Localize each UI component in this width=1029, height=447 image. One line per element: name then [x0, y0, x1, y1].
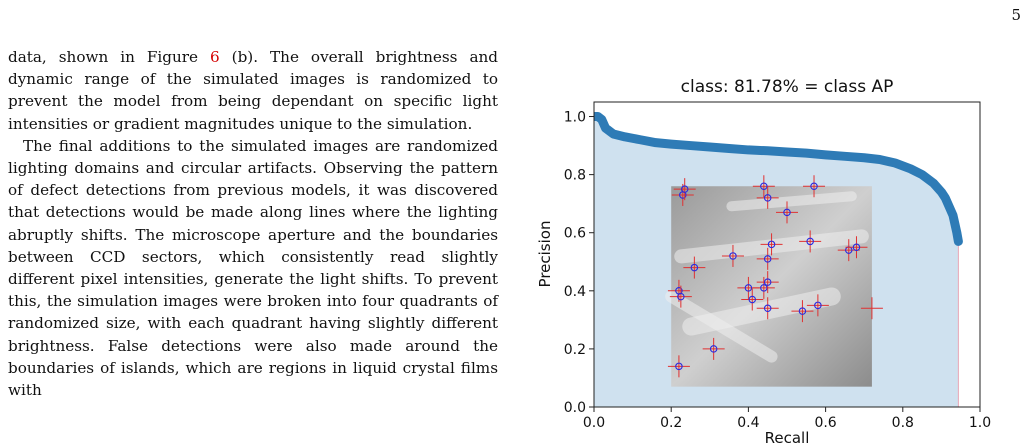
pr-curve-line — [594, 112, 963, 246]
detection-circle — [677, 292, 685, 301]
micrograph-texture — [726, 191, 857, 212]
detection-circle — [852, 243, 861, 251]
y-tick-label: 0.8 — [564, 168, 586, 184]
detection-circle — [760, 284, 768, 292]
detection-circle — [763, 304, 772, 312]
x-tick-label: 1.0 — [969, 415, 991, 431]
paragraph-1-start: data, shown in Figure — [8, 48, 210, 66]
detection-circle — [690, 263, 699, 272]
y-axis-label: Precision — [536, 221, 554, 288]
detection-circle — [810, 182, 818, 190]
detection-circle — [767, 240, 776, 249]
detection-circle — [814, 301, 822, 310]
chart-title: class: 81.78% = class AP — [681, 77, 894, 97]
micrograph-texture — [665, 290, 778, 363]
x-tick-label: 0.2 — [660, 415, 682, 431]
paragraph-2: The final additions to the simulated ima… — [8, 136, 498, 400]
plot-frame — [593, 101, 981, 408]
y-tick-label: 0.4 — [564, 284, 586, 300]
y-tick-label: 1.0 — [564, 110, 586, 126]
x-tick-label: 0.8 — [892, 415, 914, 431]
detection-circle — [763, 194, 772, 202]
page-number: 5 — [1011, 6, 1021, 24]
y-tick-label: 0.2 — [564, 342, 586, 358]
paragraph-1: data, shown in Figure 6 (b). The overall… — [8, 46, 498, 135]
precision-recall-figure: class: 81.78% = class AP 0.0 0.2 0.4 0.6 0.8… — [520, 72, 1020, 447]
paragraph-1-end: (b). The overall brightness and dynamic … — [8, 48, 499, 133]
detection-circle — [744, 284, 753, 292]
x-tick-label: 0.6 — [814, 415, 836, 431]
x-tick-label: 0.4 — [737, 415, 759, 431]
detection-circle — [675, 362, 683, 371]
y-tick-label: 0.6 — [564, 226, 586, 242]
detection-circle — [763, 255, 772, 263]
x-tick-label: 0.0 — [583, 415, 605, 431]
detection-circle — [783, 208, 791, 217]
detection-circle — [729, 252, 737, 260]
figure-reference-link[interactable]: 6 — [210, 48, 220, 66]
y-tick-label: 0.0 — [564, 400, 586, 416]
x-axis-label: Recall — [765, 429, 810, 447]
detection-circle — [806, 237, 814, 246]
detection-circle — [763, 278, 772, 286]
precision-recall-chart: class: 81.78% = class AP 0.0 0.2 0.4 0.6 0.8… — [536, 77, 991, 447]
detection-circle — [709, 345, 718, 353]
body-text-column: data, shown in Figure 6 (b). The overall… — [8, 46, 498, 401]
detection-circle — [760, 182, 768, 190]
detection-circle — [748, 295, 757, 304]
detection-circle — [680, 185, 689, 193]
detection-circle — [798, 307, 807, 315]
